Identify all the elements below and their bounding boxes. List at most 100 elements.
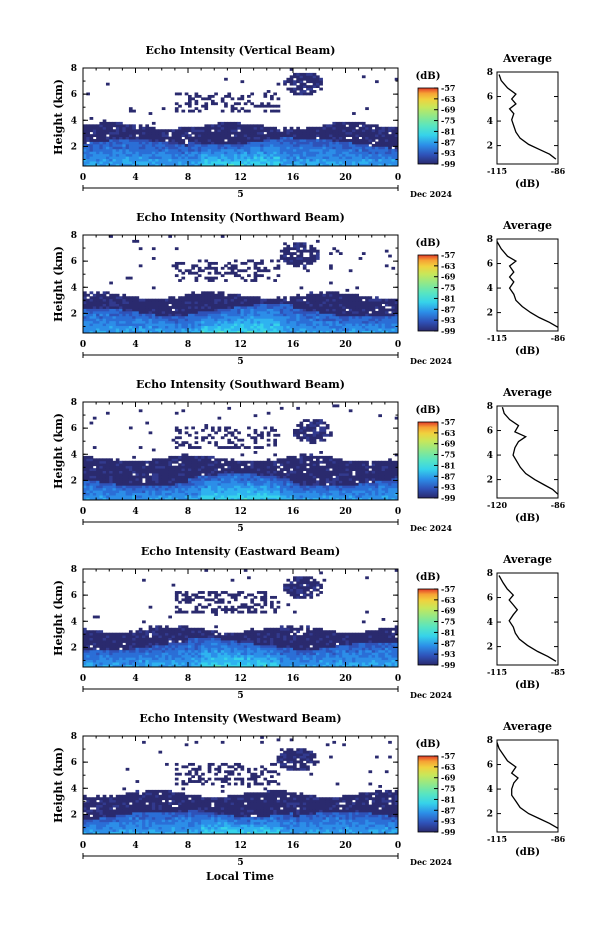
heatmap-cell bbox=[253, 460, 258, 464]
heatmap-cell bbox=[309, 244, 314, 248]
heatmap-cell bbox=[181, 497, 186, 500]
heatmap-cell bbox=[243, 153, 248, 157]
heatmap-cell bbox=[263, 94, 268, 98]
heatmap-cell bbox=[352, 124, 356, 128]
heatmap-cell bbox=[371, 131, 376, 135]
heatmap-cell bbox=[119, 485, 123, 489]
heatmap-cell bbox=[194, 318, 199, 322]
heatmap-cell bbox=[201, 330, 205, 333]
heatmap-cell bbox=[96, 143, 100, 147]
heatmap-cell bbox=[309, 249, 314, 253]
heatmap-cell bbox=[279, 139, 284, 142]
heatmap-cell bbox=[299, 455, 304, 459]
heatmap-cell bbox=[86, 131, 90, 135]
heatmap-cell bbox=[96, 492, 100, 496]
heatmap-cell bbox=[276, 310, 281, 314]
heatmap-cell bbox=[309, 136, 314, 140]
heatmap-cell bbox=[227, 153, 232, 157]
heatmap-cell bbox=[352, 318, 356, 322]
heatmap-cell bbox=[128, 482, 133, 486]
heatmap-cell bbox=[355, 318, 360, 322]
heatmap-cell bbox=[191, 480, 195, 484]
heatmap-cell bbox=[165, 458, 169, 462]
heatmap-cell bbox=[394, 310, 398, 314]
heatmap-cell bbox=[105, 143, 110, 147]
heatmap-cell bbox=[128, 153, 133, 157]
heatmap-cell bbox=[283, 148, 287, 152]
heatmap-cell bbox=[210, 465, 215, 469]
heatmap-cell bbox=[174, 266, 179, 270]
heatmap-cell bbox=[371, 143, 376, 147]
heatmap-cell bbox=[243, 141, 248, 145]
heatmap-cell bbox=[168, 492, 172, 496]
heatmap-cell bbox=[122, 320, 127, 324]
heatmap-cell bbox=[315, 313, 320, 317]
heatmap-cell bbox=[109, 323, 113, 327]
average-x-label: (dB) bbox=[515, 179, 540, 190]
heatmap-cell bbox=[210, 482, 215, 486]
heatmap-cell bbox=[89, 421, 94, 425]
heatmap-cell bbox=[394, 308, 398, 312]
heatmap-cell bbox=[227, 441, 232, 445]
heatmap-cell bbox=[286, 87, 291, 91]
heatmap-cell bbox=[171, 131, 176, 135]
heatmap-cell bbox=[168, 308, 172, 312]
heatmap-cell bbox=[293, 146, 297, 150]
heatmap-cell bbox=[128, 296, 133, 300]
heatmap-cell bbox=[306, 487, 310, 491]
heatmap-cell bbox=[197, 259, 202, 263]
heatmap-cell bbox=[276, 298, 281, 302]
heatmap-cell bbox=[270, 318, 274, 322]
heatmap-cell bbox=[174, 148, 179, 152]
heatmap-cell bbox=[102, 308, 107, 312]
heatmap-cell bbox=[168, 465, 172, 469]
heatmap-cell bbox=[132, 131, 136, 135]
heatmap-cell bbox=[342, 330, 346, 333]
heatmap-cell bbox=[256, 313, 261, 317]
heatmap-cell bbox=[115, 136, 120, 140]
heatmap-cell bbox=[207, 458, 212, 462]
heatmap-cell bbox=[253, 104, 258, 108]
heatmap-cell bbox=[306, 85, 310, 88]
heatmap-cell bbox=[224, 426, 228, 430]
heatmap-cell bbox=[342, 310, 346, 314]
heatmap-cell bbox=[220, 490, 225, 494]
heatmap-cell bbox=[332, 318, 337, 322]
heatmap-cell bbox=[112, 156, 117, 160]
heatmap-cell bbox=[83, 153, 87, 157]
heatmap-cell bbox=[220, 146, 225, 150]
heatmap-cell bbox=[240, 153, 245, 157]
heatmap-cell bbox=[250, 296, 255, 300]
heatmap-cell bbox=[161, 313, 166, 317]
heatmap-cell bbox=[279, 158, 284, 162]
heatmap-cell bbox=[128, 492, 133, 496]
heatmap-cell bbox=[253, 306, 258, 309]
heatmap-cell bbox=[224, 490, 228, 494]
heatmap-cell bbox=[201, 458, 205, 462]
heatmap-cell bbox=[378, 301, 382, 304]
heatmap-cell bbox=[309, 161, 314, 164]
heatmap-cell bbox=[322, 296, 327, 300]
heatmap-cell bbox=[165, 136, 169, 140]
heatmap-cell bbox=[105, 328, 110, 331]
heatmap-cell bbox=[306, 480, 310, 484]
heatmap-cell bbox=[322, 143, 327, 147]
heatmap-cell bbox=[293, 482, 297, 486]
heatmap-cell bbox=[201, 470, 205, 474]
heatmap-cell bbox=[391, 136, 396, 140]
heatmap-cell bbox=[142, 308, 146, 312]
heatmap-cell bbox=[188, 492, 192, 496]
heatmap-cell bbox=[201, 303, 205, 307]
heatmap-cell bbox=[83, 134, 87, 137]
heatmap-cell bbox=[283, 463, 287, 467]
heatmap-cell bbox=[253, 264, 258, 268]
heatmap-cell bbox=[348, 134, 353, 137]
heatmap-cell bbox=[345, 131, 350, 135]
heatmap-cell bbox=[250, 151, 255, 155]
heatmap-cell bbox=[276, 104, 281, 108]
heatmap-cell bbox=[299, 161, 304, 164]
heatmap-cell bbox=[171, 497, 176, 500]
heatmap-cell bbox=[132, 320, 136, 324]
heatmap-cell bbox=[289, 247, 294, 251]
heatmap-cell bbox=[329, 141, 333, 145]
